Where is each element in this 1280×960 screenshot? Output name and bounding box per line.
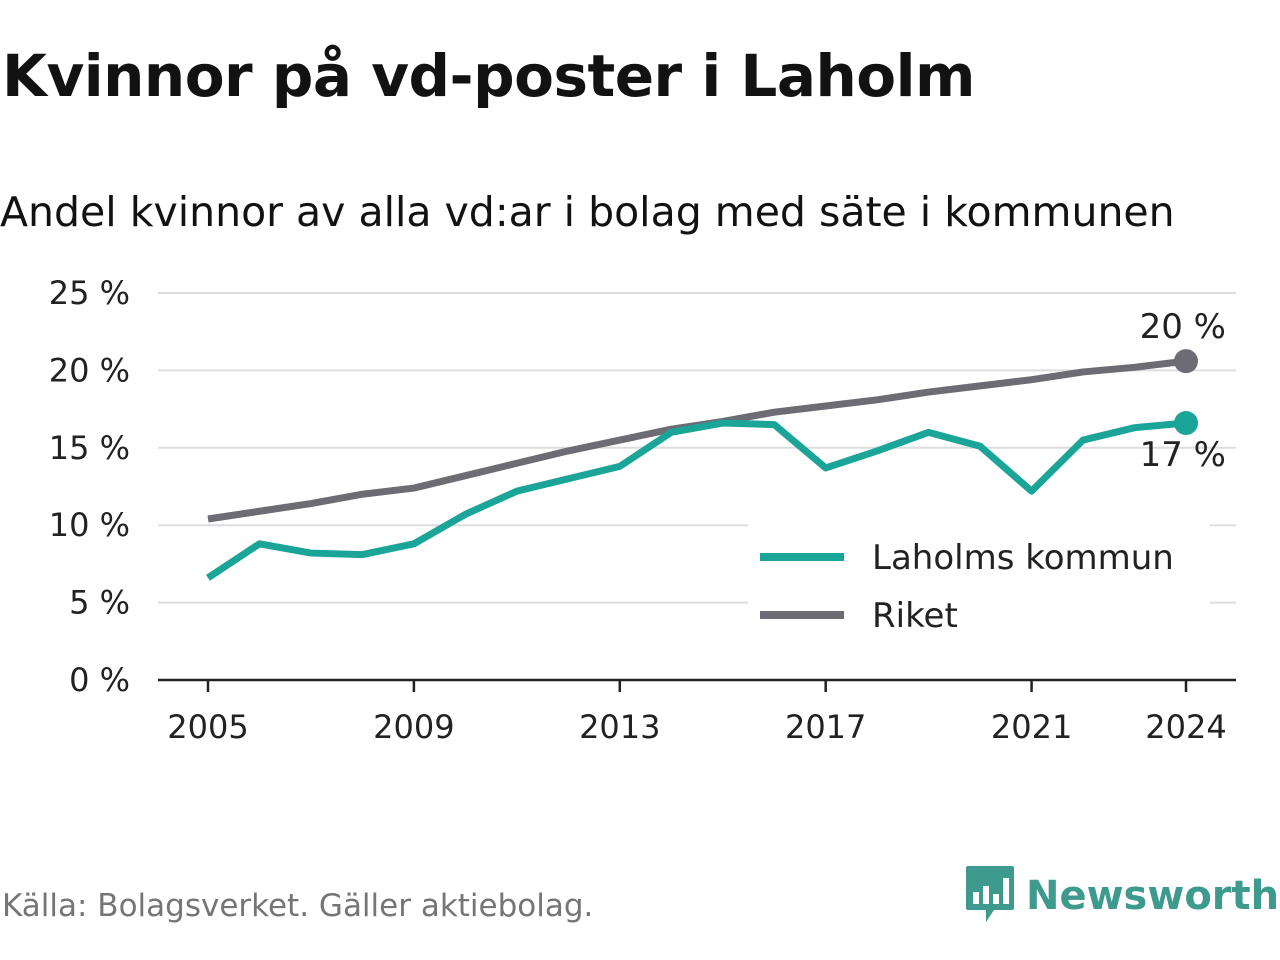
- y-tick-label: 0 %: [69, 661, 130, 699]
- y-tick-label: 10 %: [49, 506, 130, 544]
- source-note: Källa: Bolagsverket. Gäller aktiebolag.: [2, 888, 594, 924]
- series-end-point: [1174, 411, 1198, 436]
- series-group: 17 % 20 %: [206, 307, 1226, 581]
- x-tick-label: 2009: [373, 708, 454, 746]
- legend: Laholms kommun Riket: [748, 523, 1210, 639]
- brand-name: Newsworthy: [1026, 873, 1280, 919]
- x-axis: 2005 2009 2013 2017 2021 2024: [167, 680, 1227, 746]
- x-tick-label: 2024: [1145, 708, 1226, 746]
- y-tick-label: 20 %: [49, 351, 130, 389]
- legend-label: Riket: [872, 596, 958, 636]
- y-tick-label: 15 %: [49, 429, 130, 467]
- x-tick-label: 2017: [785, 708, 866, 746]
- series-end-label: 17 %: [1140, 435, 1226, 475]
- x-tick-label: 2013: [579, 708, 660, 746]
- legend-label: Laholms kommun: [872, 538, 1174, 578]
- series-end-label: 20 %: [1140, 307, 1226, 347]
- legend-background: [748, 523, 1210, 639]
- y-tick-label: 25 %: [49, 274, 130, 312]
- series-end-point: [1174, 349, 1198, 374]
- bar-chart-speech-bubble-icon: [964, 864, 1016, 928]
- x-tick-label: 2021: [991, 708, 1072, 746]
- chart-subtitle: Andel kvinnor av alla vd:ar i bolag med …: [0, 188, 1175, 236]
- y-tick-label: 5 %: [69, 584, 130, 622]
- chart-title: Kvinnor på vd-poster i Laholm: [2, 42, 975, 110]
- brand-logo: Newsworthy: [964, 866, 1280, 926]
- series-line: [207, 357, 1187, 523]
- y-axis: 0 % 5 % 10 % 15 % 20 % 25 %: [49, 274, 130, 699]
- x-tick-label: 2005: [167, 708, 248, 746]
- series-line: [206, 419, 1187, 581]
